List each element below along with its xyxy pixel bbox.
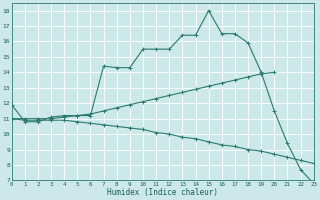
X-axis label: Humidex (Indice chaleur): Humidex (Indice chaleur) bbox=[107, 188, 218, 197]
